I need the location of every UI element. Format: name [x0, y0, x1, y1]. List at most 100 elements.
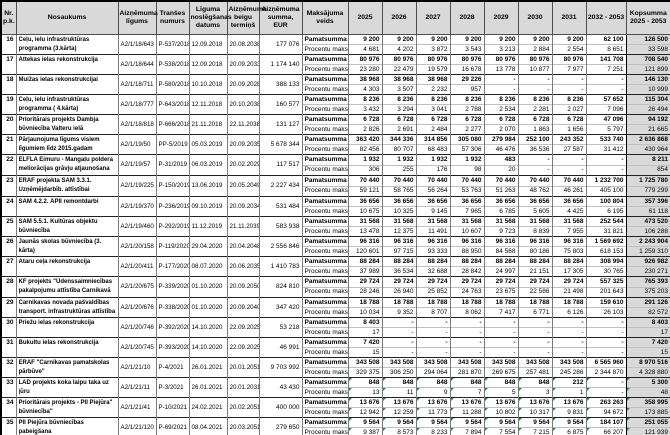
end-date: 20.03.2051: [226, 417, 259, 435]
interest-2032-2053: 201 643: [585, 286, 626, 298]
principal-2028: 29 724: [449, 276, 484, 287]
loan-agreement: A2/1/19/57: [117, 154, 156, 176]
row-number: 19: [0, 94, 16, 115]
tranche-number: P-10/2021: [155, 397, 189, 418]
signing-date: 09.10.2019: [188, 196, 227, 217]
table-row-principal: 22 ELFLA Eimuru - Mangaļu poldera melior…: [0, 154, 670, 176]
principal-2031: -: [551, 154, 586, 165]
project-name-cell: Jaunās skolas būvniecība (3. kārta): [15, 236, 118, 257]
principal-2025: 13 676: [347, 397, 382, 408]
col-header-amount: Aizņēmuma summa, EUR: [258, 0, 303, 35]
interest-2032-2053: 31 821: [585, 226, 626, 237]
col-header-tranche: Tranšes numurs: [155, 0, 190, 35]
principal-2030: 343 508: [517, 357, 552, 368]
table-row-interest: Procentu maksa 23 280 22 479 19 579 16 6…: [1, 64, 670, 75]
interest-2027: 3 872: [415, 44, 450, 55]
principal-2025: 9 564: [347, 417, 382, 428]
row-number: 32: [0, 357, 16, 378]
interest-2027: -: [415, 347, 450, 358]
table-row-principal: 34 Prioritārais projekts - PII Piejūra" …: [0, 397, 670, 418]
principal-2031: 88 284: [551, 256, 586, 267]
interest-2026: 58 765: [381, 185, 416, 197]
loan-agreement: A2/1/21/41: [117, 397, 156, 418]
principal-2025: 36 656: [347, 196, 382, 207]
principal-2025: 96 316: [347, 236, 382, 247]
principal-2027: 96 316: [415, 236, 450, 247]
interest-total: 21 665: [625, 124, 670, 135]
interest-2027: 19 579: [415, 64, 450, 75]
interest-2025: 4 303: [347, 84, 382, 95]
interest-total: 15: [625, 347, 670, 358]
interest-2030: 5 605: [517, 206, 552, 217]
table-body: 16 Ceļu, ielu infrastruktūras programma …: [0, 34, 670, 435]
interest-2025: 13: [347, 387, 382, 398]
interest-2031: -: [551, 347, 586, 358]
interest-2028: -: [449, 327, 484, 338]
interest-2032-2053: -: [585, 387, 626, 398]
principal-2031: 13 676: [551, 397, 586, 408]
principal-2031: 212: [551, 377, 586, 388]
end-date: 20.04.2048: [226, 236, 259, 257]
interest-2029: 7 417: [483, 307, 518, 318]
principal-2030: 848: [517, 377, 552, 388]
end-date: 22.09.2025: [226, 337, 259, 358]
project-name-cell: Carnikavas novada pašvaldības transport.…: [15, 297, 118, 318]
interest-2032-2053: 26 103: [585, 307, 626, 318]
col-header-nr: Nr. p.k.: [0, 0, 17, 35]
row-number: 29: [0, 297, 16, 318]
project-name-cell: Attekas ielas rekonstrukcija: [15, 54, 118, 75]
principal-2031: 9 564: [551, 417, 586, 428]
row-number: 17: [0, 54, 16, 75]
principal-2025: 88 284: [347, 256, 382, 267]
interest-2029: 7 554: [483, 427, 518, 435]
project-name: ERAF projekta SAM 3.3.1. Uzņēmējdarbīb. …: [18, 178, 92, 193]
table-row-principal: 28 KF projekts "Ūdenssaimniecības pakalp…: [0, 276, 670, 298]
interest-2026: 36 534: [381, 266, 416, 277]
project-name-cell: Priežu ielas rekonstrukcija: [15, 317, 118, 338]
principal-2028: 9 564: [449, 417, 484, 428]
signing-date: 21.11.2018: [188, 114, 227, 135]
project-name-cell: LAD projekts koka laipu taka uz jūru: [15, 377, 118, 398]
principal-2026: 18 788: [381, 297, 416, 308]
interest-2028: 2 277: [449, 124, 484, 135]
interest-2030: 2 884: [517, 44, 552, 55]
interest-total: 26 494: [625, 104, 670, 115]
table-header-row: Nr. p.k. Nosaukums Aizņēmuma līgums Tran…: [0, 0, 670, 35]
interest-2030: 48 762: [517, 185, 552, 197]
interest-2026: 10 325: [381, 206, 416, 217]
interest-2031: 46 261: [551, 185, 586, 197]
row-number: 35: [0, 417, 16, 435]
principal-2027: -: [415, 317, 450, 328]
interest-2026: 3 507: [381, 84, 416, 95]
signing-date: 11.12.2019: [188, 216, 227, 237]
interest-2029: 5: [483, 387, 518, 398]
loan-amount: 9 703 992: [258, 357, 302, 378]
principal-2031: 9 200: [551, 34, 586, 45]
interest-2027: 176: [415, 164, 450, 176]
interest-total: 121 939: [625, 427, 670, 435]
row-number: 22: [0, 154, 16, 176]
interest-2029: 84 568: [483, 246, 518, 257]
interest-2028: 7: [449, 387, 484, 398]
interest-2030: 6 771: [517, 307, 552, 318]
interest-2032-2053: 6 195: [585, 206, 626, 217]
interest-2029: -: [483, 84, 518, 95]
interest-2030: 2 281: [517, 104, 552, 115]
end-date: 20.08.2038: [226, 34, 259, 55]
principal-2029: 279 984: [483, 134, 518, 145]
principal-2025: 8 403: [347, 317, 382, 328]
payment-type-principal: Pamatsumma: [301, 417, 348, 428]
row-number: 34: [0, 397, 16, 418]
principal-2031: 343 508: [551, 357, 586, 368]
payment-type-interest: Procentu maksa: [301, 64, 348, 75]
interest-2026: 8 573: [381, 427, 416, 435]
payment-type-interest: Procentu maksa: [301, 387, 348, 398]
loan-amount: 117 517: [258, 154, 302, 176]
interest-2028: 281 870: [449, 367, 484, 378]
principal-2030: 29 724: [517, 276, 552, 287]
interest-2031: 1: [551, 387, 586, 398]
interest-2030: 10 877: [517, 64, 552, 75]
principal-2026: 6 728: [381, 114, 416, 125]
principal-2027: 29 724: [415, 276, 450, 287]
loan-amount: 160 577: [258, 94, 302, 115]
